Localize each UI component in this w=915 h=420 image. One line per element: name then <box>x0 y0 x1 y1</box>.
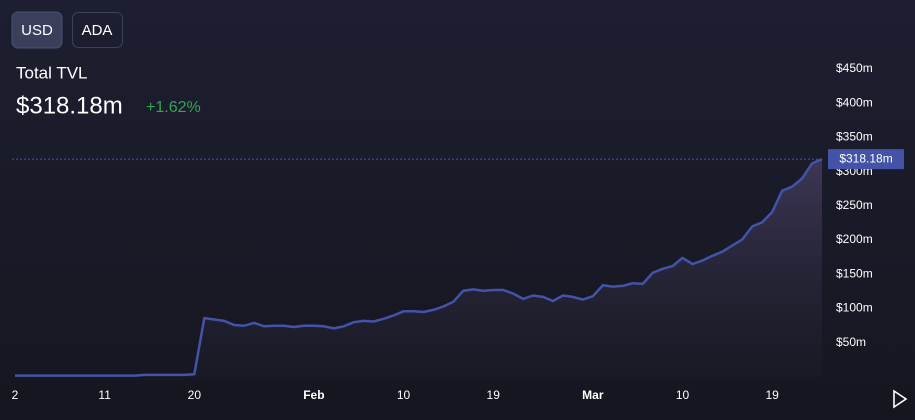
y-tick-label: $200m <box>836 232 873 246</box>
y-tick-label: $150m <box>836 266 873 280</box>
x-tick-label: 2 <box>12 388 19 402</box>
ada-label[interactable]: ADA <box>82 22 113 39</box>
x-tick-label: 10 <box>397 388 411 402</box>
y-tick-label: $350m <box>836 130 873 144</box>
y-tick-label: $400m <box>836 95 873 109</box>
change: +1.62% <box>146 99 201 116</box>
y-tick-label: $250m <box>836 198 873 212</box>
x-tick-label: Feb <box>303 388 324 402</box>
ada-button[interactable] <box>72 12 123 48</box>
y-tick-label: $100m <box>836 301 873 315</box>
area-fill <box>15 159 822 377</box>
usd-label[interactable]: USD <box>21 22 53 39</box>
x-tick-label: 19 <box>487 388 501 402</box>
current-value-label: $318.18m <box>839 151 892 165</box>
x-tick-label: 10 <box>676 388 690 402</box>
x-tick-label: Mar <box>582 388 604 402</box>
title: Total TVL <box>16 63 88 82</box>
x-tick-label: 11 <box>98 388 111 402</box>
play-button[interactable] <box>893 389 908 409</box>
total-value: $318.18m <box>16 92 123 119</box>
x-tick-label: 19 <box>766 388 780 402</box>
y-tick-label: $50m <box>836 335 866 349</box>
usd-button[interactable] <box>11 11 63 49</box>
x-tick-label: 20 <box>188 388 202 402</box>
current-value-tag <box>828 149 904 170</box>
y-tick-label: $450m <box>836 61 873 75</box>
line <box>15 158 823 377</box>
